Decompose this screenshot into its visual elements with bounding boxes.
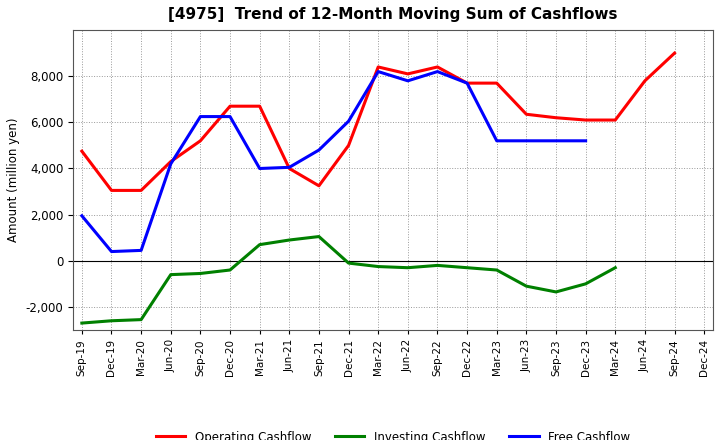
Operating Cashflow — [492, 81, 501, 86]
Legend: Operating Cashflow, Investing Cashflow, Free Cashflow: Operating Cashflow, Investing Cashflow, … — [151, 426, 635, 440]
Operating Cashflow — [225, 103, 234, 109]
Free Cashflow — [225, 114, 234, 119]
Operating Cashflow — [522, 112, 531, 117]
Free Cashflow — [374, 69, 382, 74]
Line: Operating Cashflow: Operating Cashflow — [82, 53, 675, 191]
Y-axis label: Amount (million yen): Amount (million yen) — [7, 118, 20, 242]
Operating Cashflow — [433, 64, 442, 70]
Free Cashflow — [137, 248, 145, 253]
Free Cashflow — [403, 78, 412, 84]
Investing Cashflow — [196, 271, 204, 276]
Operating Cashflow — [256, 103, 264, 109]
Free Cashflow — [492, 138, 501, 143]
Free Cashflow — [166, 161, 175, 166]
Investing Cashflow — [403, 265, 412, 270]
Investing Cashflow — [581, 281, 590, 286]
Operating Cashflow — [166, 159, 175, 164]
Operating Cashflow — [78, 149, 86, 154]
Free Cashflow — [78, 213, 86, 218]
Operating Cashflow — [374, 64, 382, 70]
Investing Cashflow — [285, 237, 294, 242]
Operating Cashflow — [137, 188, 145, 193]
Operating Cashflow — [403, 71, 412, 77]
Operating Cashflow — [107, 188, 116, 193]
Free Cashflow — [581, 138, 590, 143]
Investing Cashflow — [225, 268, 234, 273]
Investing Cashflow — [374, 264, 382, 269]
Operating Cashflow — [641, 78, 649, 84]
Investing Cashflow — [137, 317, 145, 322]
Investing Cashflow — [107, 318, 116, 323]
Investing Cashflow — [433, 263, 442, 268]
Free Cashflow — [463, 81, 472, 86]
Title: [4975]  Trend of 12-Month Moving Sum of Cashflows: [4975] Trend of 12-Month Moving Sum of C… — [168, 7, 618, 22]
Operating Cashflow — [344, 143, 353, 148]
Operating Cashflow — [611, 117, 620, 123]
Investing Cashflow — [78, 320, 86, 326]
Investing Cashflow — [344, 260, 353, 266]
Operating Cashflow — [670, 51, 679, 56]
Operating Cashflow — [581, 117, 590, 123]
Free Cashflow — [433, 69, 442, 74]
Investing Cashflow — [166, 272, 175, 277]
Investing Cashflow — [611, 265, 620, 270]
Free Cashflow — [285, 165, 294, 170]
Line: Free Cashflow: Free Cashflow — [82, 72, 585, 252]
Investing Cashflow — [463, 265, 472, 270]
Free Cashflow — [107, 249, 116, 254]
Free Cashflow — [196, 114, 204, 119]
Operating Cashflow — [196, 138, 204, 143]
Operating Cashflow — [552, 115, 560, 121]
Line: Investing Cashflow: Investing Cashflow — [82, 237, 616, 323]
Free Cashflow — [256, 166, 264, 171]
Free Cashflow — [522, 138, 531, 143]
Free Cashflow — [344, 118, 353, 124]
Investing Cashflow — [552, 289, 560, 294]
Free Cashflow — [552, 138, 560, 143]
Operating Cashflow — [285, 166, 294, 171]
Operating Cashflow — [315, 183, 323, 188]
Investing Cashflow — [492, 268, 501, 273]
Investing Cashflow — [522, 283, 531, 289]
Investing Cashflow — [256, 242, 264, 247]
Free Cashflow — [315, 147, 323, 153]
Operating Cashflow — [463, 81, 472, 86]
Investing Cashflow — [315, 234, 323, 239]
